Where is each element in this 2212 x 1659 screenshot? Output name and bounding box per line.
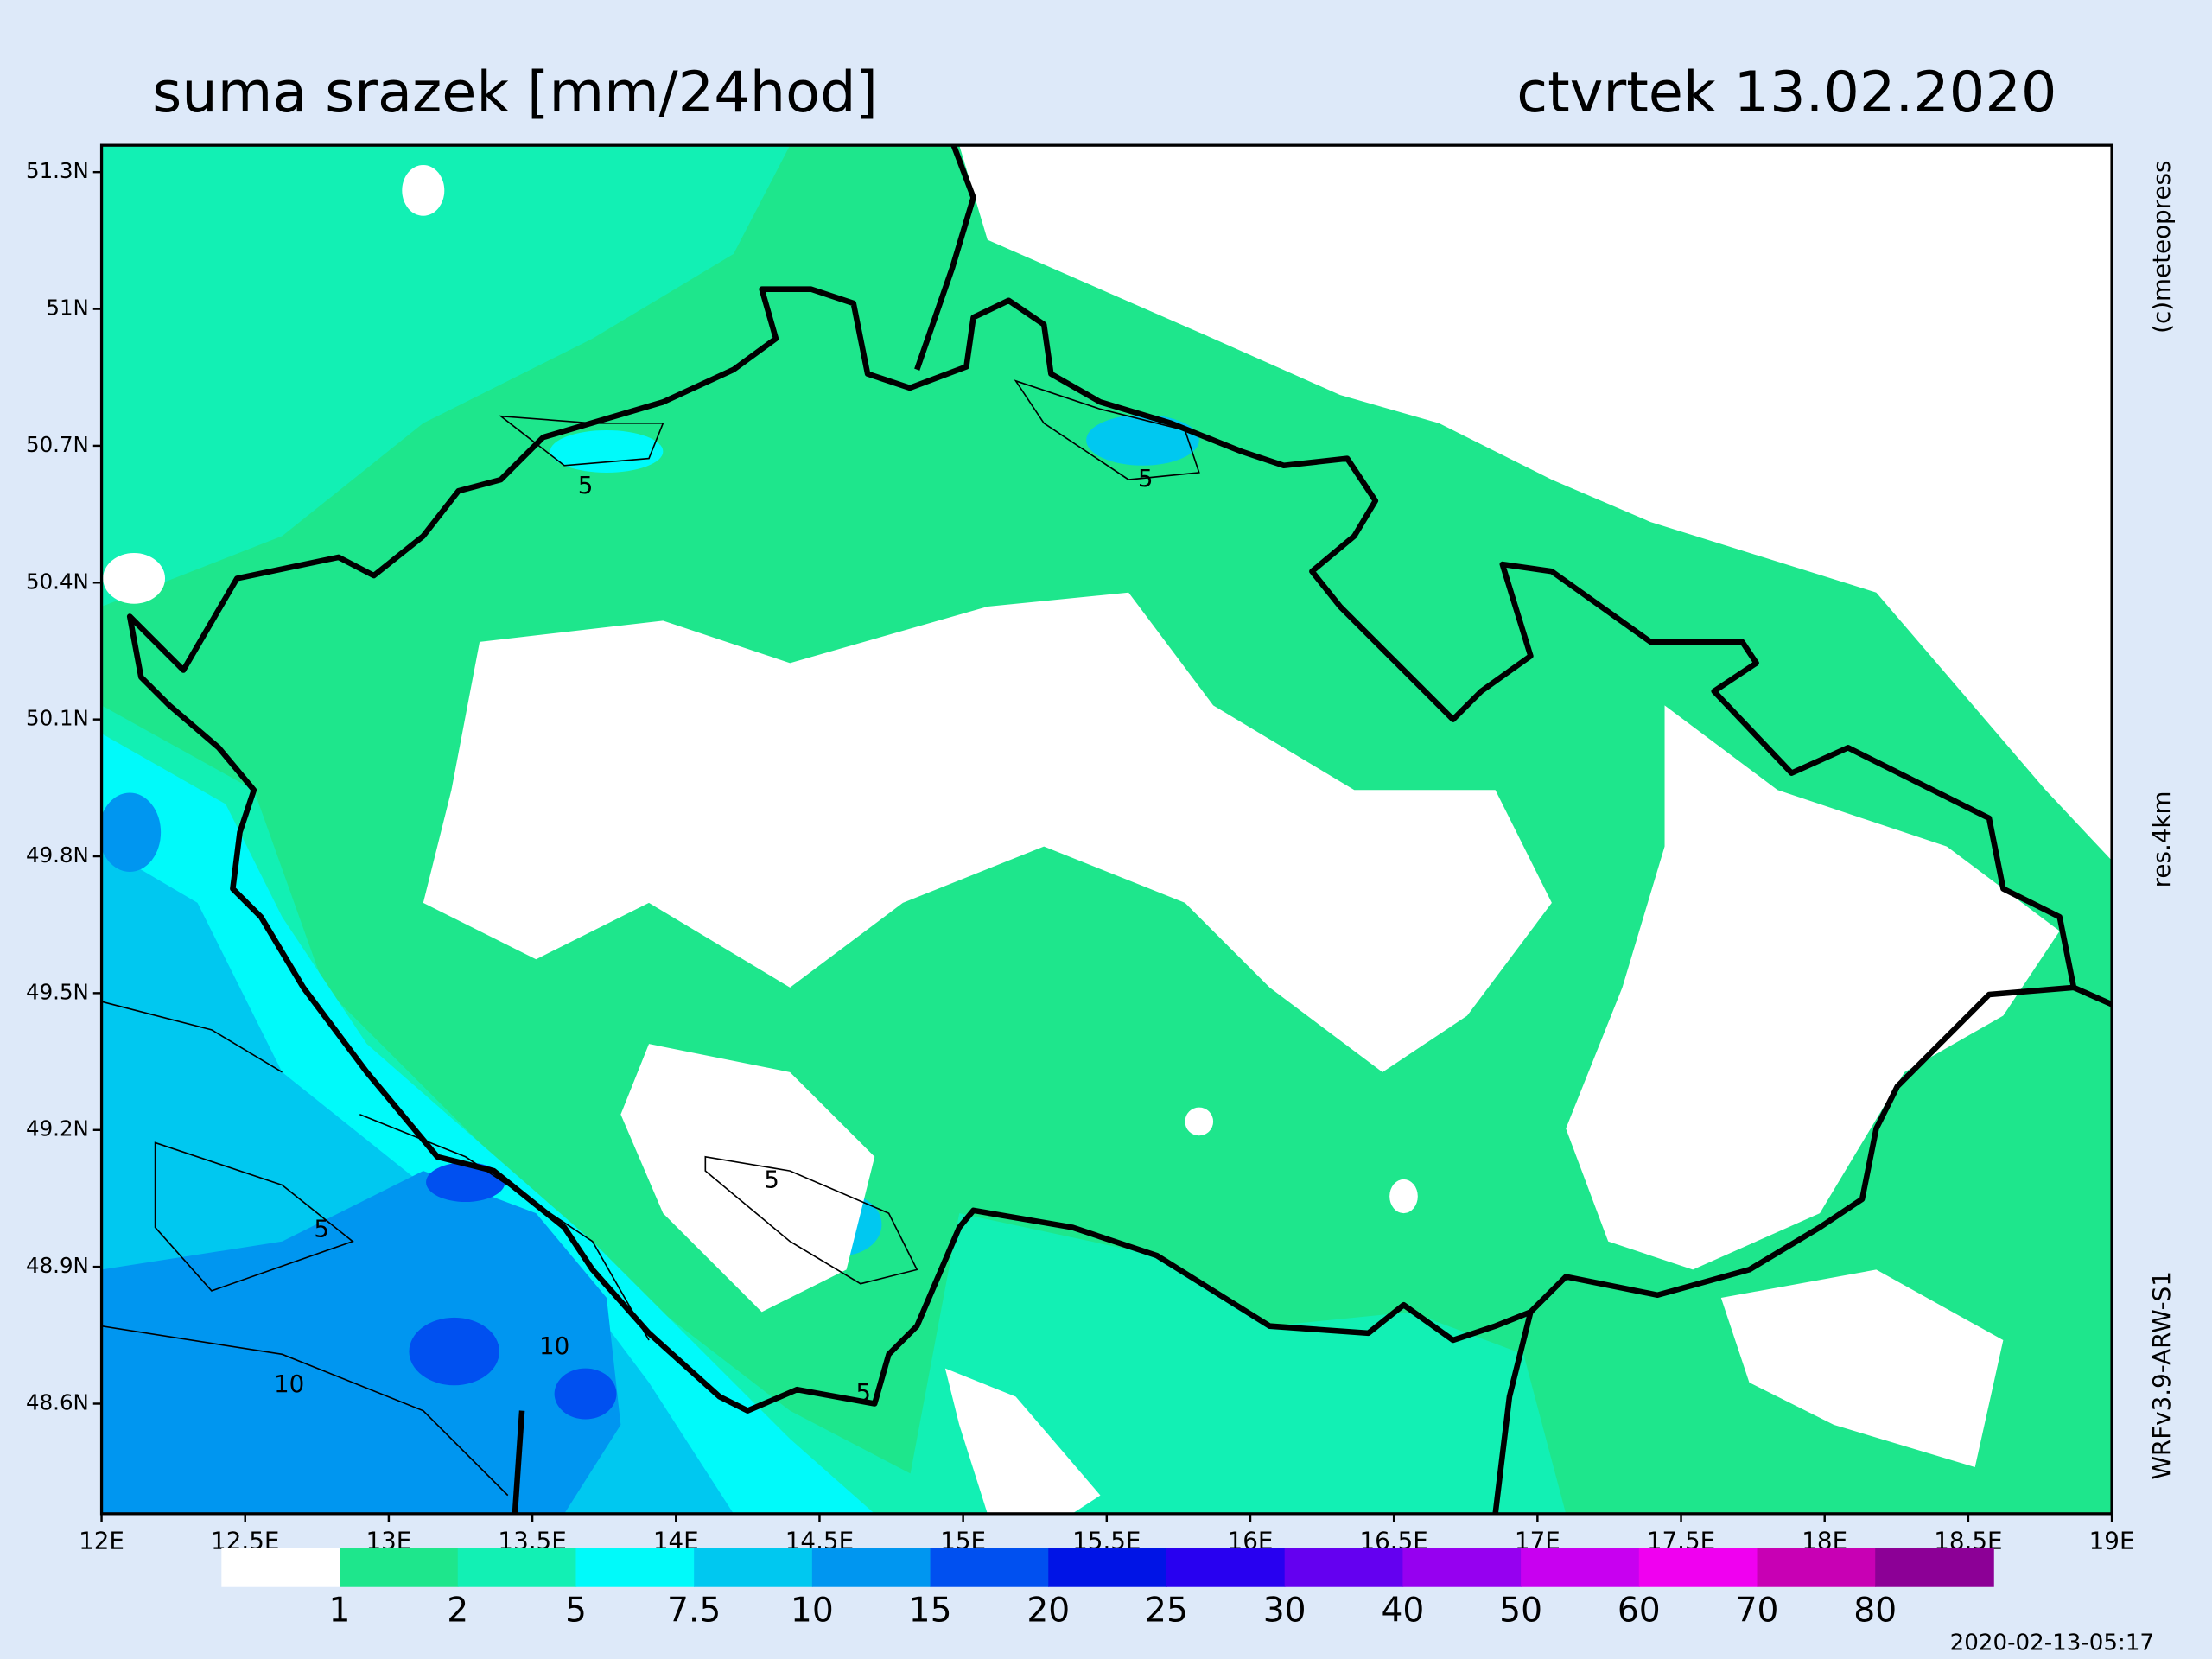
precip-field — [426, 1162, 505, 1203]
legend-swatch — [1166, 1548, 1286, 1587]
neighbor-borders — [512, 145, 2113, 1514]
no-precip-area — [423, 592, 1552, 1072]
precip-field — [101, 145, 791, 607]
lat-label: 51.3N — [26, 158, 89, 183]
no-precip-area — [402, 165, 445, 216]
legend-label: 40 — [1381, 1592, 1424, 1630]
legend-label: 50 — [1499, 1592, 1542, 1630]
lat-label: 48.6N — [26, 1389, 89, 1414]
lat-label: 49.8N — [26, 842, 89, 868]
contour-labels: 5 5 5 5 5 10 10 — [274, 464, 1154, 1407]
precip-field — [101, 1171, 621, 1514]
contour-label: 5 — [1138, 464, 1154, 493]
legend-label: 10 — [791, 1592, 834, 1630]
lat-label: 51N — [46, 296, 88, 321]
lat-label: 50.4N — [26, 569, 89, 594]
no-precip-area — [1566, 705, 2060, 1270]
precip-field — [1086, 415, 1199, 466]
lat-label: 50.7N — [26, 432, 89, 457]
precip-field — [101, 792, 162, 872]
legend-label: 80 — [1853, 1592, 1897, 1630]
precip-field — [554, 1368, 617, 1420]
legend-swatch — [694, 1548, 813, 1587]
legend-swatch — [221, 1548, 340, 1587]
contour-lines — [101, 379, 1200, 1497]
lat-label: 49.2N — [26, 1116, 89, 1141]
no-precip-area — [1185, 1107, 1214, 1136]
no-precip-area — [1389, 1179, 1418, 1214]
legend-swatch — [1521, 1548, 1640, 1587]
legend-swatch — [1638, 1548, 1758, 1587]
country-border — [126, 286, 2077, 1414]
no-precip-area — [103, 553, 166, 604]
no-precip-area — [959, 145, 2113, 861]
contour-label: 10 — [274, 1370, 304, 1398]
lat-label: 50.1N — [26, 706, 89, 731]
legend-swatch — [811, 1548, 931, 1587]
lon-label: 12E — [79, 1526, 124, 1554]
legend-swatch — [930, 1548, 1050, 1587]
contour-label: 5 — [764, 1166, 779, 1194]
map-area: 5 5 5 5 5 10 10 51.3N 51N 50.7N 50.4N 50.1N 49.8N 49… — [26, 143, 2135, 1554]
contour-label: 5 — [855, 1378, 871, 1407]
lat-label: 48.9N — [26, 1253, 89, 1278]
legend-label: 2 — [447, 1592, 468, 1630]
legend-label: 30 — [1263, 1592, 1306, 1630]
timestamp: 2020-02-13-05:17 — [1950, 1630, 2154, 1656]
legend-label: 25 — [1145, 1592, 1188, 1630]
legend-swatch — [1875, 1548, 1994, 1587]
no-precip-area — [944, 1368, 1101, 1514]
no-precip-area — [1720, 1269, 2004, 1467]
precip-field — [409, 1317, 499, 1386]
lon-label: 19E — [2089, 1526, 2135, 1554]
color-legend: 1 2 5 7.5 10 15 20 25 30 40 50 60 70 80 — [221, 1548, 1994, 1630]
legend-label: 5 — [565, 1592, 587, 1630]
no-precip-area — [620, 1044, 875, 1313]
resolution: res.4km — [2147, 791, 2176, 887]
legend-swatch — [457, 1548, 577, 1587]
contour-label: 10 — [539, 1332, 569, 1360]
legend-label: 1 — [329, 1592, 351, 1630]
model-name: WRFv3.9-ARW-S1 — [2147, 1271, 2176, 1479]
legend-label: 7.5 — [667, 1592, 721, 1630]
map-title: suma srazek [mm/24hod] — [152, 60, 878, 125]
legend-label: 70 — [1736, 1592, 1779, 1630]
copyright: (c)meteopress — [2147, 161, 2176, 334]
legend-label: 15 — [909, 1592, 952, 1630]
precip-field — [550, 429, 664, 473]
contour-label: 5 — [314, 1215, 329, 1243]
legend-swatch — [340, 1548, 459, 1587]
legend-swatch — [1284, 1548, 1404, 1587]
legend-swatch — [1757, 1548, 1877, 1587]
legend-swatch — [575, 1548, 695, 1587]
legend-swatch — [1402, 1548, 1522, 1587]
precip-field — [902, 1213, 1567, 1514]
legend-label: 60 — [1618, 1592, 1661, 1630]
map-date: ctvrtek 13.02.2020 — [1516, 60, 2056, 125]
legend-label: 20 — [1027, 1592, 1070, 1630]
contour-label: 5 — [578, 471, 594, 499]
legend-swatch — [1048, 1548, 1167, 1587]
lat-label: 49.5N — [26, 979, 89, 1004]
